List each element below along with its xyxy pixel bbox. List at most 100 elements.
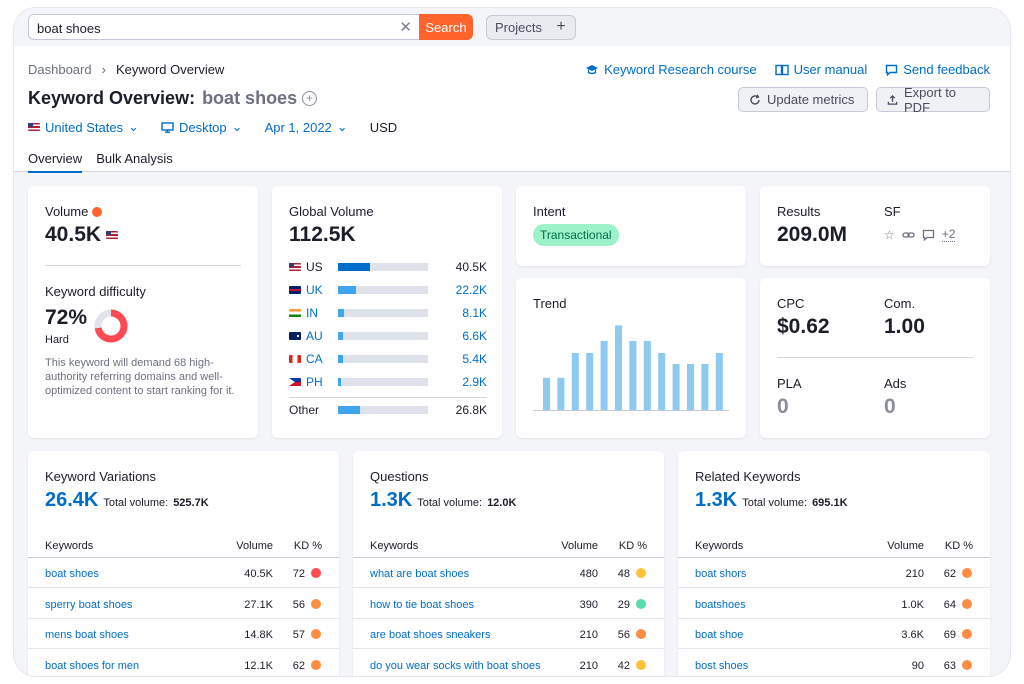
trend-bar[interactable] <box>658 353 666 410</box>
other-value: 26.8K <box>455 403 487 417</box>
country-value[interactable]: 5.4K <box>462 352 487 366</box>
country-code[interactable]: PH <box>306 375 323 389</box>
keyword-link[interactable]: bost shoes <box>695 659 749 672</box>
trend-bar[interactable] <box>715 353 723 410</box>
related-keywords-count[interactable]: 1.3K <box>695 489 738 511</box>
trend-bar[interactable] <box>615 325 622 410</box>
link-icon[interactable] <box>902 230 915 240</box>
breadcrumb-dashboard[interactable]: Dashboard <box>28 62 92 77</box>
country-value[interactable]: 8.1K <box>462 306 487 320</box>
keyword-course-link[interactable]: Keyword Research course <box>585 62 757 77</box>
keyword-link[interactable]: boatshoes <box>695 598 746 611</box>
add-project-button[interactable]: + <box>547 15 576 40</box>
keywords-column-header[interactable]: Keywords <box>695 540 744 552</box>
volume-column-header[interactable]: Volume <box>561 540 598 552</box>
results-value: 209.0M <box>777 223 848 246</box>
kd-column-header[interactable]: KD % <box>293 540 322 552</box>
kd-indicator-dot <box>636 629 646 639</box>
keyword-kd: 57 <box>292 629 305 641</box>
global-volume-row: IN 8.1K <box>289 305 487 321</box>
refresh-icon <box>750 93 760 105</box>
keyword-link[interactable]: mens boat shoes <box>45 629 129 641</box>
keyword-link[interactable]: sperry boat shoes <box>45 598 133 611</box>
country-value[interactable]: 6.6K <box>462 329 487 343</box>
volume-column-header[interactable]: Volume <box>887 540 924 552</box>
export-pdf-button[interactable]: Export to PDF <box>876 85 990 115</box>
keyword-link[interactable]: boat shoes <box>45 568 99 580</box>
keyword-kd: 62 <box>292 659 305 672</box>
country-code[interactable]: IN <box>306 306 318 320</box>
sf-more[interactable]: +2 <box>941 227 956 242</box>
country-code[interactable]: CA <box>306 352 323 366</box>
tabs: Overview Bulk Analysis <box>28 151 173 173</box>
intent-label: Intent <box>533 204 566 219</box>
keyword-link[interactable]: what are boat shoes <box>370 568 470 580</box>
kd-indicator-dot <box>636 568 646 578</box>
trend-bar[interactable] <box>557 377 565 410</box>
top-links: Keyword Research course User manual Send… <box>585 62 990 77</box>
review-icon[interactable] <box>922 229 935 241</box>
kd-indicator-dot <box>962 568 972 578</box>
keyword-link[interactable]: boat shoe <box>695 629 744 641</box>
country-value[interactable]: 22.2K <box>455 283 487 297</box>
keyword-volume: 90 <box>911 659 924 672</box>
close-icon[interactable]: ✕ <box>399 19 412 36</box>
country-value[interactable]: 2.9K <box>462 375 487 389</box>
keyword-kd: 64 <box>943 598 956 611</box>
search-input[interactable] <box>37 19 377 37</box>
tab-overview[interactable]: Overview <box>28 151 83 173</box>
trend-chart <box>533 325 729 411</box>
table-header: Keywords Volume KD % <box>28 530 339 558</box>
keywords-column-header[interactable]: Keywords <box>370 540 419 552</box>
questions-title: Questions <box>370 469 429 484</box>
chevron-down-icon: ⌄ <box>231 119 243 134</box>
keyword-link[interactable]: do you wear socks with boat shoes <box>370 659 541 672</box>
keyword-volume: 480 <box>579 568 598 580</box>
keyword-variations-count[interactable]: 26.4K <box>45 489 99 511</box>
date-select[interactable]: Apr 1, 2022 ⌄ <box>265 119 348 135</box>
projects-button[interactable]: Projects <box>486 15 551 40</box>
chevron-down-icon: ⌄ <box>336 119 348 134</box>
volume-column-header[interactable]: Volume <box>236 540 273 552</box>
country-bar-fill <box>338 309 344 317</box>
device-select[interactable]: Desktop ⌄ <box>161 119 243 135</box>
au-flag-icon <box>289 332 301 340</box>
update-metrics-button[interactable]: Update metrics <box>738 87 868 112</box>
trend-bar[interactable] <box>571 353 579 410</box>
table-row: boatshoes 1.0K 64 <box>678 589 990 619</box>
keyword-link[interactable]: how to tie boat shoes <box>370 598 474 611</box>
chevron-down-icon: ⌄ <box>128 119 139 134</box>
other-bar <box>338 406 428 414</box>
add-to-list-icon[interactable]: + <box>302 91 318 106</box>
trend-bar[interactable] <box>701 364 709 410</box>
top-bar: ✕ Search Projects + <box>14 8 1010 46</box>
trend-bar[interactable] <box>629 341 637 410</box>
global-volume-row: PH 2.9K <box>289 374 487 390</box>
trend-bar[interactable] <box>672 364 680 410</box>
star-icon[interactable]: ☆ <box>884 227 895 242</box>
questions-count[interactable]: 1.3K <box>370 489 413 511</box>
trend-bar[interactable] <box>586 353 594 410</box>
kd-column-header[interactable]: KD % <box>944 540 973 552</box>
tab-bulk-analysis[interactable]: Bulk Analysis <box>96 151 173 166</box>
keywords-column-header[interactable]: Keywords <box>45 540 94 552</box>
in-flag-icon <box>289 309 301 317</box>
send-feedback-link[interactable]: Send feedback <box>885 62 990 77</box>
user-manual-link[interactable]: User manual <box>774 62 867 77</box>
country-code[interactable]: UK <box>306 283 323 297</box>
country-select[interactable]: United States ⌄ <box>28 119 139 135</box>
search-button[interactable]: Search <box>419 14 473 40</box>
keyword-link[interactable]: are boat shoes sneakers <box>370 629 491 641</box>
keyword-link[interactable]: boat shors <box>695 568 747 580</box>
trend-bar[interactable] <box>600 341 608 410</box>
us-flag-icon <box>106 231 119 239</box>
send-feedback-label: Send feedback <box>903 62 990 77</box>
trend-bar[interactable] <box>543 377 550 410</box>
trend-bar[interactable] <box>687 364 694 410</box>
keyword-variations-card: Keyword Variations 26.4K Total volume: 525.… <box>28 451 339 676</box>
trend-bar[interactable] <box>643 341 651 410</box>
country-code[interactable]: AU <box>306 329 323 343</box>
keyword-link[interactable]: boat shoes for men <box>45 659 140 672</box>
kd-column-header[interactable]: KD % <box>618 540 647 552</box>
graduation-cap-icon <box>586 64 599 74</box>
